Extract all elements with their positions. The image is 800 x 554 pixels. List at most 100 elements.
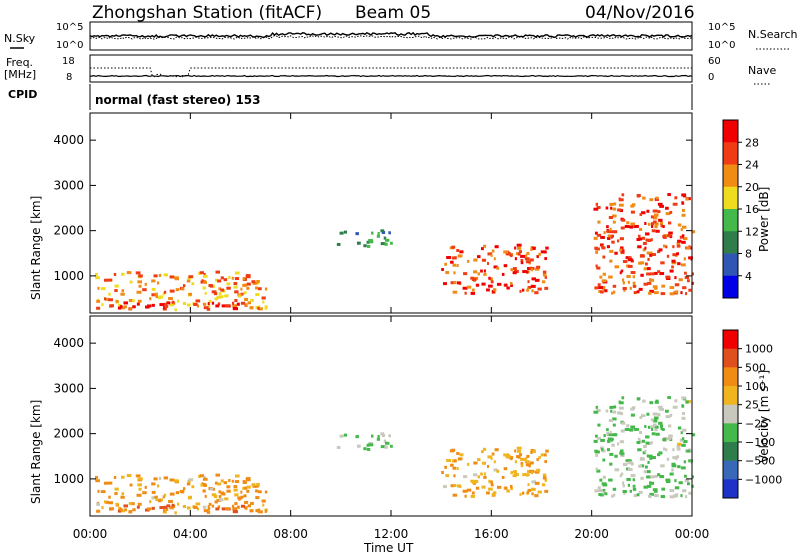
power-cell (249, 306, 254, 310)
velocity-cell (649, 481, 655, 485)
power-cell (257, 287, 262, 291)
velocity-cell (196, 507, 200, 511)
velocity-cell (117, 509, 122, 513)
velocity-cell (208, 502, 212, 506)
noise-left-tick-bottom: 10^0 (56, 40, 83, 51)
power-cell (481, 247, 484, 251)
velocity-cell (198, 474, 201, 478)
velocity-cell (597, 423, 601, 427)
power-cell (483, 269, 486, 273)
power-cell (213, 292, 218, 296)
velocity-cell (653, 494, 659, 498)
velocity-cell (336, 445, 341, 449)
velocity-cell (97, 489, 100, 493)
velocity-cell (463, 475, 468, 479)
power-cell (220, 288, 225, 292)
velocity-cell (163, 505, 168, 509)
colorbar-tick-label: 20 (745, 181, 759, 194)
power-cell (681, 234, 685, 238)
power-cell (255, 281, 258, 285)
velocity-cell (234, 502, 238, 506)
velocity-cell (654, 428, 658, 432)
power-cell (211, 301, 215, 305)
velocity-cell (244, 500, 249, 504)
power-cell (503, 250, 509, 254)
velocity-cell (620, 449, 624, 453)
velocity-cell (612, 423, 616, 427)
power-cell (156, 281, 160, 285)
velocity-cell (493, 468, 498, 472)
power-cell (682, 237, 688, 241)
power-cell (685, 197, 689, 201)
power-cell (665, 212, 671, 216)
date-label: 04/Nov/2016 (585, 3, 695, 23)
power-cell (605, 206, 609, 210)
power-cell (680, 228, 683, 232)
velocity-cell (598, 493, 602, 497)
power-cell (627, 256, 632, 260)
velocity-cell (641, 439, 646, 443)
power-cell (534, 278, 540, 282)
colorbar-swatch (723, 209, 738, 232)
velocity-cell (522, 473, 528, 477)
power-cell (462, 286, 468, 290)
power-cell (649, 253, 653, 257)
power-cell (123, 301, 128, 305)
power-cell (165, 304, 169, 308)
power-cell (529, 258, 534, 262)
power-cell (649, 289, 654, 293)
velocity-cell (233, 510, 239, 514)
power-cell (255, 286, 258, 290)
power-cell (655, 196, 659, 200)
velocity-cell (630, 425, 635, 429)
power-cell (653, 216, 658, 220)
power-cell (105, 297, 109, 301)
velocity-cell (458, 457, 463, 461)
velocity-cell (681, 404, 685, 408)
velocity-cell (600, 488, 606, 492)
power-cell (671, 265, 674, 269)
power-cell (653, 213, 659, 217)
power-cell (646, 281, 652, 285)
power-cell (169, 289, 175, 293)
velocity-cell (642, 399, 646, 403)
power-cell (609, 202, 614, 206)
velocity-cell (234, 493, 239, 497)
velocity-cell (668, 424, 672, 428)
y-tick-label: 4000 (53, 133, 84, 147)
velocity-cell (154, 495, 158, 499)
velocity-cell (234, 474, 240, 478)
velocity-cell (622, 490, 627, 494)
velocity-cell (529, 469, 532, 473)
velocity-cell (450, 463, 454, 467)
velocity-cell (114, 492, 118, 496)
velocity-cell (530, 450, 533, 454)
velocity-cell (541, 483, 546, 487)
power-cell (598, 290, 602, 294)
velocity-cell (672, 456, 677, 460)
velocity-cell (96, 502, 101, 506)
colorbar-tick-label: 1000 (745, 343, 773, 356)
velocity-cell (637, 448, 642, 452)
velocity-cell (471, 491, 475, 495)
power-cell (149, 297, 152, 301)
velocity-cell (655, 399, 659, 403)
velocity-cell (203, 475, 206, 479)
velocity-cell (631, 427, 635, 431)
velocity-cell (534, 470, 540, 474)
noise-sky-trace (89, 31, 693, 39)
power-cell (108, 292, 111, 296)
power-cell (494, 245, 499, 249)
velocity-cell (162, 495, 165, 499)
power-cell (674, 290, 679, 294)
power-cell (665, 275, 671, 279)
power-cell (595, 231, 598, 235)
power-cell (473, 258, 478, 262)
velocity-cell (441, 471, 444, 475)
velocity-cell (121, 509, 125, 513)
velocity-cell (444, 465, 447, 469)
velocity-cell (137, 502, 142, 506)
power-cell (193, 302, 198, 306)
power-cell (470, 291, 475, 295)
velocity-cell (510, 457, 513, 461)
